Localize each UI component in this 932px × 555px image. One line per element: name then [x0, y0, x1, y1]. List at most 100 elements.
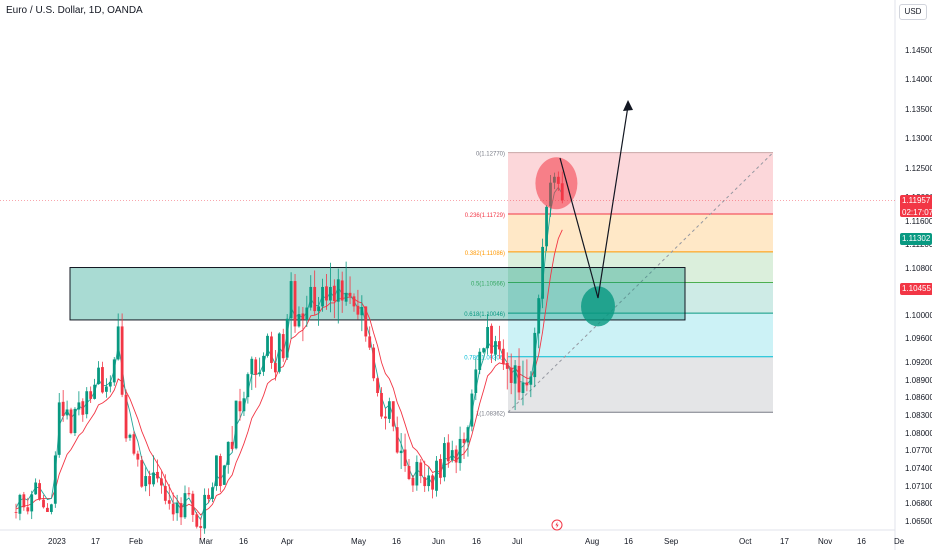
time-axis-tick: 16: [239, 537, 248, 546]
candle-body: [297, 314, 301, 327]
candle-body: [246, 374, 250, 398]
candle-body: [317, 306, 321, 312]
candle-body: [38, 483, 41, 500]
time-axis-tick: 16: [624, 537, 633, 546]
price-axis-tick: 1.06500: [905, 517, 932, 526]
time-axis-tick: Apr: [281, 537, 294, 546]
candle-body: [93, 384, 96, 399]
candle-body: [238, 401, 242, 412]
candle-body: [18, 494, 22, 514]
candle-body: [431, 475, 434, 490]
candle-body: [384, 416, 387, 419]
candle-body: [348, 292, 352, 297]
candle-body: [321, 286, 324, 307]
candle-body: [34, 482, 38, 495]
candle-body: [352, 296, 356, 307]
time-axis-tick: Aug: [585, 537, 600, 546]
candle-body: [470, 393, 474, 427]
time-axis-tick: 16: [857, 537, 866, 546]
arrow-head-icon: [623, 100, 633, 111]
candle-body: [525, 382, 529, 386]
time-axis-tick: De: [894, 537, 905, 546]
price-axis-tick: 1.13500: [905, 104, 932, 114]
highlight-circle-green[interactable]: [581, 286, 615, 327]
candle-body: [191, 493, 195, 515]
fib-level-label: 1(1.08362): [476, 411, 505, 417]
candle-body: [395, 427, 399, 453]
candle-body: [513, 365, 517, 384]
candle-body: [545, 206, 548, 247]
symbol-title[interactable]: Euro / U.S. Dollar, 1D, OANDA: [6, 5, 143, 16]
candle-body: [144, 476, 148, 487]
candle-body: [529, 376, 533, 385]
candle-body: [462, 438, 466, 444]
candle-body: [101, 367, 104, 393]
candle-body: [116, 326, 120, 360]
price-axis-tick: 1.14500: [905, 45, 932, 55]
price-axis-tick: 1.11600: [905, 216, 932, 226]
lightning-icon[interactable]: [551, 519, 563, 531]
candle-body: [435, 460, 438, 491]
candle-body: [387, 401, 391, 419]
candle-body: [258, 372, 262, 375]
candle-body: [454, 449, 458, 463]
candle-body: [368, 336, 372, 348]
time-axis-tick: Nov: [818, 537, 833, 546]
candle-body: [289, 281, 293, 319]
candle-body: [73, 408, 77, 434]
candle-body: [505, 362, 509, 369]
projection-path-line[interactable]: [559, 105, 629, 299]
drawings-overlay[interactable]: [0, 100, 895, 327]
candle-body: [128, 434, 132, 438]
candle-body: [152, 472, 155, 485]
candle-body: [42, 499, 45, 508]
candle-body: [53, 455, 57, 504]
price-axis-tick: 1.07400: [905, 463, 932, 473]
candle-body: [533, 332, 537, 378]
candle-body: [494, 341, 497, 355]
candle-body: [509, 367, 513, 383]
candle-body: [537, 298, 541, 334]
time-axis-tick: 17: [91, 537, 100, 546]
price-axis-tick: 1.08300: [905, 410, 932, 420]
candle-body: [305, 307, 309, 320]
candle-body: [222, 465, 226, 485]
candle-body: [415, 461, 419, 486]
candle-body: [156, 471, 159, 479]
price-tag: 1.11957 02:17:07: [900, 194, 932, 217]
candle-body: [218, 456, 222, 487]
candle-body: [501, 348, 505, 365]
highlight-circle-red[interactable]: [535, 157, 578, 210]
candle-body: [427, 475, 431, 487]
currency-button[interactable]: USD: [899, 4, 927, 20]
candle-body: [419, 462, 423, 477]
candle-body: [97, 367, 100, 385]
candle-body: [124, 394, 128, 439]
candle-body: [336, 279, 340, 302]
candle-body: [399, 450, 403, 454]
price-axis-tick: 1.13000: [905, 134, 932, 144]
candle-body: [329, 286, 332, 301]
candle-body: [234, 400, 238, 449]
time-axis-tick: Jun: [432, 537, 445, 546]
candle-body: [207, 494, 210, 500]
candle-body: [478, 351, 482, 371]
candle-body: [215, 455, 218, 487]
price-axis-tick: 1.10800: [905, 263, 932, 273]
price-tag: 1.10455: [900, 283, 932, 295]
candle-body: [277, 333, 281, 372]
fib-band: [508, 282, 773, 314]
candle-body: [364, 306, 368, 337]
candle-body: [104, 386, 108, 392]
candlesticks: [14, 171, 564, 540]
candle-body: [89, 391, 93, 399]
countdown-timer: 02:17:07: [902, 207, 932, 217]
candle-body: [171, 503, 175, 515]
candle-body: [266, 335, 269, 356]
candle-body: [332, 285, 336, 302]
fib-level-label: 0.236(1.11729): [465, 213, 505, 219]
candle-body: [136, 453, 140, 460]
candle-body: [423, 477, 427, 487]
